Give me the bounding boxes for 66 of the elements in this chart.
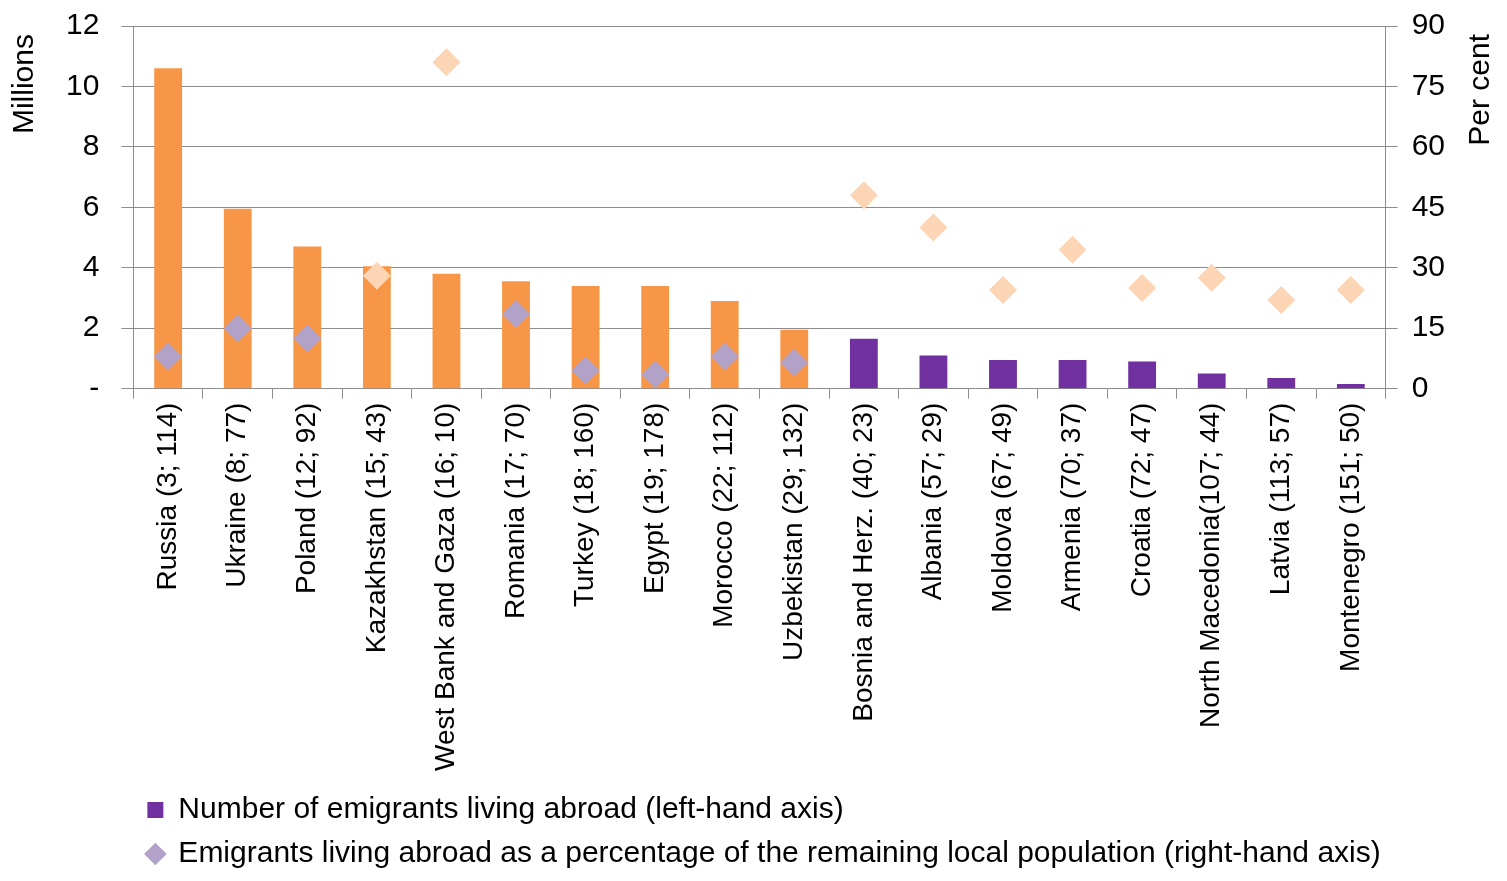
- bar: [1128, 361, 1157, 389]
- point: [919, 213, 948, 242]
- bar: [1197, 373, 1226, 389]
- point: [989, 275, 1017, 304]
- x-tick-label: North Macedonia(107; 44): [1194, 402, 1226, 728]
- x-tick-label: Poland (12; 92): [290, 402, 322, 595]
- x-tick-label: Uzbekistan (29; 132): [777, 402, 808, 662]
- x-tick-label: Romania (17; 70): [498, 402, 530, 619]
- point: [641, 360, 670, 389]
- point: [849, 181, 878, 210]
- y2-tick-label: 0: [1411, 369, 1429, 403]
- bar: [293, 246, 322, 389]
- x-tick-label: Montenegro (151; 50): [1333, 402, 1365, 672]
- x-tick-label: Turkey (18; 160): [568, 402, 600, 608]
- y2-tick-label: 90: [1411, 7, 1446, 41]
- point: [571, 356, 600, 385]
- y-tick-label: 10: [65, 67, 100, 101]
- bar: [154, 68, 183, 389]
- bar: [849, 338, 878, 389]
- y-tick-label: 2: [82, 309, 100, 343]
- y-tick-label: 12: [65, 7, 100, 41]
- legend-label: Emigrants living abroad as a percentage of the remaining local population (right-hand axis): [178, 835, 1381, 869]
- x-tick-label: Ukraine (8; 77): [220, 402, 252, 588]
- bar: [989, 359, 1017, 389]
- y-tick-label: 6: [82, 188, 100, 222]
- x-tick-label: Armenia (70; 37): [1055, 402, 1087, 612]
- x-tick-label: West Bank and Gaza (16; 10): [429, 402, 461, 772]
- bar: [223, 208, 252, 389]
- legend-label: Number of emigrants living abroad (left-hand axis): [178, 791, 844, 825]
- x-tick-label: Latvia (113; 57): [1263, 402, 1295, 596]
- x-tick-label: Morocco (22; 112): [707, 402, 739, 628]
- x-tick-label: Russia (3; 114): [150, 402, 182, 591]
- y2-tick-label: 30: [1411, 249, 1446, 283]
- y-axis-title: Millions: [6, 34, 40, 135]
- y-tick-label: -: [89, 369, 100, 403]
- point: [502, 300, 531, 329]
- point: [1058, 235, 1087, 264]
- x-tick-label: Bosnia and Herz. (40; 23): [846, 402, 878, 722]
- point: [154, 342, 183, 371]
- y2-axis-title: Per cent: [1462, 33, 1496, 146]
- x-tick-label: Croatia (72; 47): [1124, 402, 1156, 598]
- point: [1197, 263, 1226, 292]
- point: [780, 348, 809, 377]
- y2-tick-label: 15: [1411, 309, 1446, 343]
- point: [1336, 275, 1365, 304]
- point: [293, 324, 322, 353]
- y2-tick-label: 75: [1411, 67, 1446, 101]
- bar: [1267, 378, 1296, 389]
- point: [223, 314, 252, 343]
- x-tick-label: Kazakhstan (15; 43): [359, 402, 391, 654]
- y2-tick-label: 60: [1411, 128, 1446, 162]
- bar: [919, 355, 948, 389]
- bar: [432, 273, 461, 389]
- point: [1267, 286, 1296, 314]
- point: [432, 48, 461, 77]
- point: [710, 342, 739, 371]
- bar: [1336, 384, 1365, 389]
- x-tick-label: Moldova (67; 49): [985, 402, 1017, 613]
- point: [1128, 273, 1157, 302]
- x-tick-label: Egypt (19; 178): [637, 402, 669, 595]
- y-tick-label: 8: [82, 128, 100, 162]
- x-tick-label: Albania (57; 29): [916, 402, 948, 601]
- point: [362, 261, 391, 290]
- y2-tick-label: 45: [1411, 188, 1446, 222]
- y-tick-label: 4: [82, 249, 100, 283]
- bar: [1058, 359, 1087, 389]
